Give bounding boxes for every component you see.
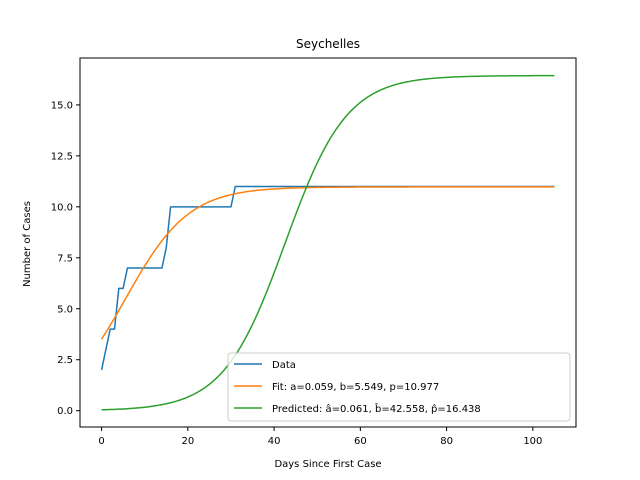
x-axis-label: Days Since First Case — [274, 459, 381, 470]
legend-label-1: Fit: a=0.059, b=5.549, p=10.977 — [272, 382, 439, 393]
y-tick-label: 15.0 — [51, 100, 73, 111]
y-tick-label: 12.5 — [51, 151, 73, 162]
legend-label-2: Predicted: â=0.061, b̂=42.558, p̂=16.438 — [272, 402, 481, 415]
y-tick-label: 0.0 — [57, 406, 73, 417]
legend-box — [227, 352, 571, 422]
legend-label-0: Data — [272, 360, 296, 371]
series-line-2 — [101, 74, 555, 411]
series-group — [100, 74, 555, 411]
y-axis-ticks: 0.0 2.5 5.0 7.5 10.0 12.5 15.0 — [51, 100, 80, 417]
chart-title: Seychelles — [296, 37, 360, 51]
x-tick-label: 0 — [98, 436, 104, 447]
x-tick-label: 60 — [354, 436, 367, 447]
x-axis-ticks: 0 20 40 60 80 100 — [98, 427, 542, 447]
x-tick-label: 80 — [440, 436, 453, 447]
legend: Data Fit: a=0.059, b=5.549, p=10.977 Predi… — [227, 352, 571, 422]
y-tick-label: 2.5 — [57, 355, 73, 366]
series-line-0 — [100, 185, 555, 371]
x-tick-label: 100 — [523, 436, 542, 447]
y-tick-label: 5.0 — [57, 304, 73, 315]
x-tick-label: 40 — [268, 436, 281, 447]
y-tick-label: 7.5 — [57, 253, 73, 264]
x-tick-label: 20 — [181, 436, 194, 447]
plot-frame — [79, 57, 577, 428]
y-axis-label: Number of Cases — [22, 201, 33, 287]
series-line-1 — [100, 186, 555, 340]
y-tick-label: 10.0 — [51, 202, 73, 213]
